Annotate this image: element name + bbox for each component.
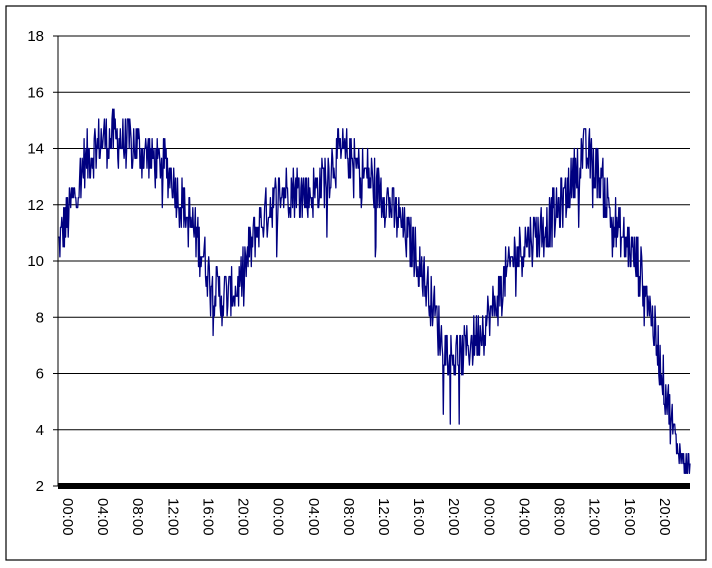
y-tick-label: 6 [36,366,44,383]
x-tick-label: 04:00 [94,498,111,536]
x-tick-label: 08:00 [551,498,568,536]
y-tick-label: 18 [27,28,44,45]
x-tick-label: 00:00 [270,498,287,536]
y-tick-label: 14 [27,141,44,158]
y-tick-label: 16 [27,84,44,101]
x-tick-label: 00:00 [480,498,497,536]
y-tick-label: 12 [27,197,44,214]
y-tick-label: 10 [27,253,44,270]
x-tick-label: 16:00 [199,498,216,536]
plot-area [57,108,691,474]
x-tick-label: 08:00 [340,498,357,536]
y-tick-label: 8 [36,309,44,326]
x-tick-label: 08:00 [129,498,146,536]
y-tick-label: 2 [36,478,44,495]
x-tick-label: 04:00 [305,498,322,536]
x-tick-label: 20:00 [656,498,673,536]
series-line [57,108,691,474]
x-tick-label: 12:00 [586,498,603,536]
x-tick-label: 16:00 [621,498,638,536]
x-tick-label: 20:00 [235,498,252,536]
x-axis-ticks: 00:00 04:00 08:00 12:00 16:00 20:00 00:00 04:00… [59,498,673,536]
x-tick-label: 20:00 [445,498,462,536]
x-tick-label: 00:00 [59,498,76,536]
x-tick-label: 12:00 [164,498,181,536]
y-axis-ticks: 2 4 6 8 10 12 14 16 18 [27,28,44,495]
axes [57,36,690,489]
x-tick-label: 12:00 [375,498,392,536]
x-tick-label: 04:00 [515,498,532,536]
x-tick-label: 16:00 [410,498,427,536]
y-tick-label: 4 [36,422,44,439]
chart-border [5,5,707,561]
